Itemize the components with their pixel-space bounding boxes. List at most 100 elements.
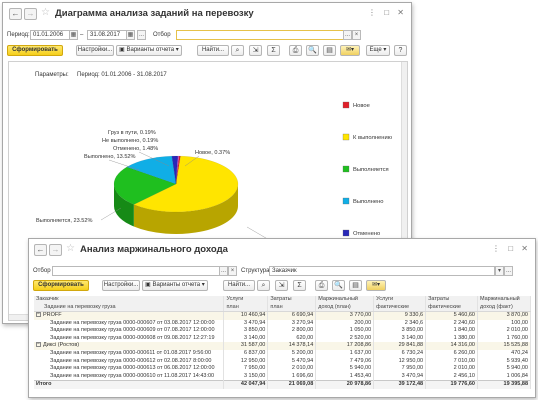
pie-slice[interactable] <box>175 155 179 185</box>
structure-select[interactable]: Заказчик <box>269 266 495 276</box>
cell-text: 1 696,60 <box>291 372 314 379</box>
filter-select-button[interactable]: ... <box>343 30 352 40</box>
table-row[interactable]: Задание на перевозку груза 0000-000612 о… <box>34 357 532 366</box>
window-controls[interactable]: ⋮ □ ✕ <box>492 244 531 253</box>
slice-label: Новое, 0.37% <box>195 150 230 156</box>
table-cell: 1 696,60 <box>267 372 317 381</box>
titlebar: ← → ☆ Анализ маржинального дохода ⋮ □ ✕ <box>29 239 535 263</box>
search-cancel-icon[interactable]: ⌕ <box>231 45 244 56</box>
group-row[interactable]: − PROFF 10 460,94 6 690,94 3 770,00 9 330,6 5 … <box>34 311 532 320</box>
search-cancel-icon[interactable]: ⌕ <box>257 280 270 291</box>
generate-button[interactable]: Сформировать <box>33 280 89 291</box>
table-cell: 3 470,94 <box>223 319 269 328</box>
cell-text: 5 939,40 <box>506 357 528 364</box>
filter-input[interactable] <box>52 266 220 276</box>
cell-text: Задание на перевозку груза 0000-000610 о… <box>50 372 215 379</box>
clear-icon[interactable]: × <box>228 266 237 276</box>
favorite-star-icon[interactable]: ☆ <box>41 7 50 18</box>
more-button[interactable]: Еще ▾ <box>366 45 390 56</box>
calendar-icon[interactable]: ▦ <box>126 30 135 40</box>
row-label: Задание на перевозку груза 0000-000610 о… <box>34 372 225 381</box>
window-controls[interactable]: ⋮ □ ✕ <box>368 8 407 17</box>
help-button[interactable]: ? <box>394 45 407 56</box>
column-header[interactable]: Затраты план <box>267 296 317 312</box>
report-variants-button[interactable]: ▣ Варианты отчета ▾ <box>142 280 208 291</box>
date-to-field[interactable]: 31.08.2017 <box>87 30 127 40</box>
pie-slice[interactable] <box>133 155 239 213</box>
save-icon[interactable]: ▤ <box>349 280 362 291</box>
group-row[interactable]: − Диксi (Ростов) 31 587,00 14 378,14 17 208,… <box>34 341 532 350</box>
cell-text: 3 870,00 <box>506 312 528 318</box>
total-row[interactable]: Итого 42 047,94 21 069,08 20 978,86 39 172,4… <box>34 380 532 389</box>
table-row[interactable]: Задание на перевозку груза 0000-000607 о… <box>34 319 532 328</box>
mail-icon[interactable]: ✉▾ <box>366 280 386 291</box>
table-row[interactable]: Задание на перевозку груза 0000-000610 о… <box>34 372 532 381</box>
table-cell: 7 950,00 <box>223 365 269 373</box>
forward-icon[interactable]: → <box>24 8 37 20</box>
pie-slice[interactable] <box>175 155 180 185</box>
collapse-icon[interactable]: − <box>36 341 41 348</box>
table-cell: 21 069,08 <box>267 380 317 389</box>
forward-icon[interactable]: → <box>49 244 62 256</box>
calendar-icon[interactable]: ▦ <box>69 30 78 40</box>
expand-icon[interactable]: ⇲ <box>275 280 288 291</box>
pie-slice[interactable] <box>171 155 178 185</box>
column-header[interactable]: Маржинальный доход (факт) <box>477 296 532 312</box>
back-icon[interactable]: ← <box>9 8 22 20</box>
preview-icon[interactable]: 🔍 <box>332 280 345 291</box>
print-icon[interactable]: ⎙ <box>289 45 302 56</box>
date-from-field[interactable]: 01.01.2006 <box>30 30 70 40</box>
pie-slice[interactable] <box>113 166 177 205</box>
favorite-star-icon[interactable]: ☆ <box>66 243 75 254</box>
column-header[interactable]: Услуги план <box>223 296 269 312</box>
report-variants-button[interactable]: ▣ Варианты отчета ▾ <box>116 45 182 56</box>
params-label: Параметры: <box>35 72 69 78</box>
cell-text: 5 940,00 <box>349 365 372 372</box>
generate-button[interactable]: Сформировать <box>7 45 63 56</box>
find-button[interactable]: Найти... <box>223 280 255 291</box>
table-cell: 14 316,00 <box>425 342 478 350</box>
filter-input[interactable] <box>176 30 344 40</box>
preview-icon[interactable]: 🔍 <box>306 45 319 56</box>
structure-select-button[interactable]: ... <box>504 266 513 276</box>
table-cell: 620,00 <box>267 334 317 343</box>
back-icon[interactable]: ← <box>34 244 47 256</box>
filter-label: Отбор <box>153 32 171 38</box>
sum-icon[interactable]: Σ <box>267 45 280 56</box>
table-row[interactable]: Задание на перевозку груза 0000-000608 о… <box>34 334 532 343</box>
collapse-icon[interactable]: − <box>36 311 41 318</box>
table-cell: 3 150,00 <box>223 372 269 381</box>
column-header[interactable]: Заказчик Задание на перевозку груза <box>34 296 225 312</box>
dropdown-arrow-icon: ▾ <box>174 47 179 53</box>
pie-slice[interactable] <box>175 155 181 185</box>
table-row[interactable]: Задание на перевозку груза 0000-000613 о… <box>34 365 532 373</box>
table-row[interactable]: Задание на перевозку груза 0000-000609 о… <box>34 327 532 335</box>
table-cell: 31 587,00 <box>223 342 269 350</box>
mail-icon[interactable]: ✉▾ <box>340 45 360 56</box>
table-cell: 5 460,60 <box>425 311 478 320</box>
structure-dropdown-icon[interactable]: ▾ <box>495 266 504 276</box>
settings-button[interactable]: Настройки... <box>102 280 140 291</box>
print-icon[interactable]: ⎙ <box>315 280 328 291</box>
find-button[interactable]: Найти... <box>197 45 229 56</box>
variants-icon: ▣ <box>145 282 153 288</box>
vertical-scrollbar[interactable] <box>401 62 407 320</box>
column-header[interactable]: Услуги фактические <box>373 296 427 312</box>
table-row[interactable]: Задание на перевозку груза 0000-000611 о… <box>34 349 532 358</box>
table-cell: 17 208,86 <box>315 342 375 350</box>
table-cell: 7 950,00 <box>373 365 427 373</box>
settings-button[interactable]: Настройки... <box>76 45 114 56</box>
filter-select-button[interactable]: ... <box>219 266 228 276</box>
save-icon[interactable]: ▤ <box>323 45 336 56</box>
period-select-button[interactable]: ... <box>137 30 146 40</box>
column-header[interactable]: Затраты фактические <box>425 296 478 312</box>
pie-slice[interactable] <box>126 155 177 185</box>
slice-label: Не выполнено, 0.19% <box>102 138 158 144</box>
clear-icon[interactable]: × <box>352 30 361 40</box>
expand-icon[interactable]: ⇲ <box>249 45 262 56</box>
cell-text: 7 010,00 <box>453 357 475 364</box>
column-header[interactable]: Маржинальный доход (план) <box>315 296 375 312</box>
sum-icon[interactable]: Σ <box>293 280 306 291</box>
legend-label: Новое <box>353 103 370 109</box>
table-cell: 12 950,00 <box>373 357 427 366</box>
